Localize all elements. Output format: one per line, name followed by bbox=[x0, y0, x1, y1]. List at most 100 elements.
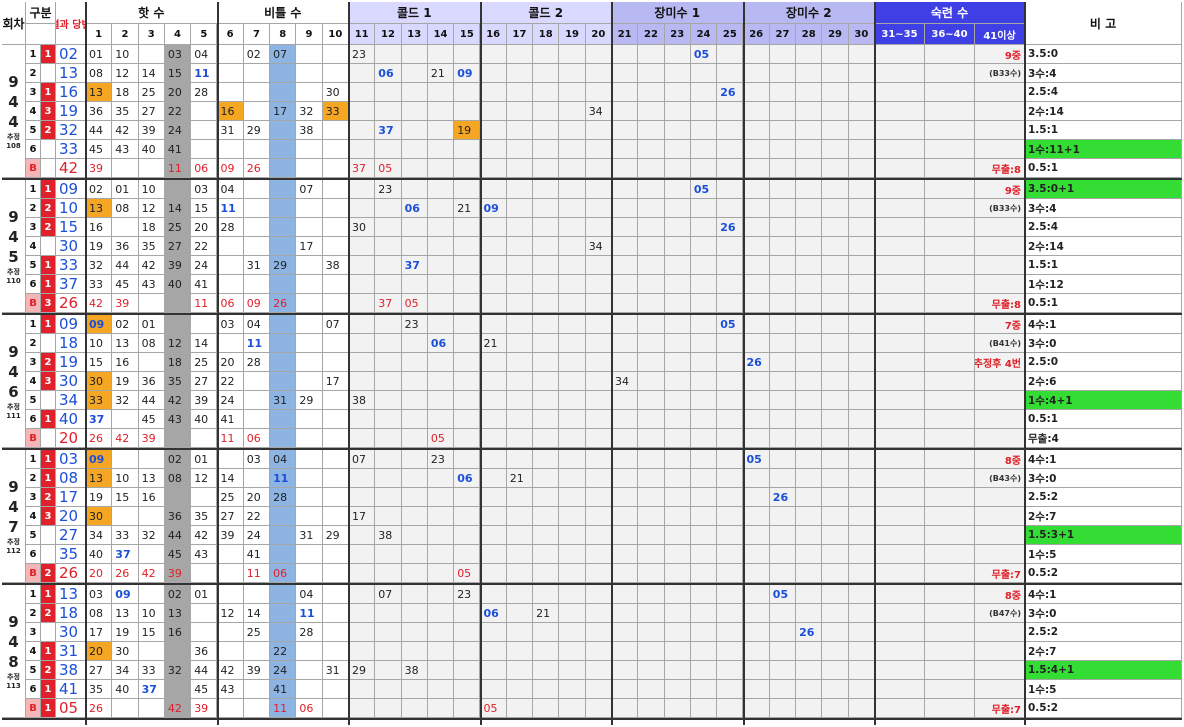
num-cell-17 bbox=[506, 256, 534, 275]
num-cell-20 bbox=[585, 218, 612, 237]
num-cell-4 bbox=[164, 642, 192, 661]
num-cell-4: 32 bbox=[164, 661, 192, 680]
row-index: 4 bbox=[26, 102, 41, 121]
num-cell-12 bbox=[375, 275, 402, 294]
num-cell-1: 32 bbox=[86, 256, 113, 275]
block-separator bbox=[2, 583, 1182, 585]
num-cell-29 bbox=[822, 604, 849, 623]
num-cell-15 bbox=[454, 140, 481, 159]
num-cell-23 bbox=[664, 275, 691, 294]
group-separator bbox=[348, 2, 350, 725]
num-cell-3 bbox=[138, 545, 165, 564]
num-cell-16 bbox=[480, 623, 507, 642]
num-cell-15 bbox=[454, 410, 481, 429]
num-cell-13 bbox=[401, 469, 428, 488]
num-cell-24 bbox=[690, 642, 718, 661]
num-cell-5: 40 bbox=[191, 410, 218, 429]
num-cell-12 bbox=[375, 680, 402, 699]
num-cell-28 bbox=[796, 488, 823, 507]
num-cell-11 bbox=[349, 604, 376, 623]
range-cell bbox=[925, 564, 975, 583]
num-cell-12 bbox=[375, 372, 402, 391]
note-cell: 2.5:0 bbox=[1025, 353, 1182, 372]
num-cell-24 bbox=[690, 450, 718, 469]
num-cell-14 bbox=[427, 83, 455, 102]
row-index: 4 bbox=[26, 642, 41, 661]
num-cell-16 bbox=[480, 159, 507, 178]
num-cell-28 bbox=[796, 526, 823, 545]
num-cell-13 bbox=[401, 410, 428, 429]
num-cell-27 bbox=[769, 294, 797, 313]
num-cell-26 bbox=[743, 488, 770, 507]
num-cell-7: 04 bbox=[243, 315, 271, 334]
num-cell-13 bbox=[401, 334, 428, 353]
num-cell-1: 13 bbox=[86, 469, 113, 488]
num-cell-17 bbox=[506, 275, 534, 294]
num-cell-22 bbox=[638, 410, 665, 429]
num-cell-13: 05 bbox=[401, 294, 428, 313]
round-digit: 4 bbox=[8, 113, 19, 131]
result-number: 02 bbox=[56, 45, 86, 64]
num-cell-26 bbox=[743, 699, 770, 718]
num-cell-22 bbox=[638, 140, 665, 159]
num-cell-3: 10 bbox=[138, 180, 165, 199]
range-cell bbox=[975, 275, 1025, 294]
num-cell-13 bbox=[401, 623, 428, 642]
num-cell-24 bbox=[690, 469, 718, 488]
num-cell-10 bbox=[322, 410, 349, 429]
range-cell bbox=[875, 121, 925, 140]
num-cell-15 bbox=[454, 604, 481, 623]
round-digit: 4 bbox=[8, 228, 19, 246]
num-cell-1: 35 bbox=[86, 680, 113, 699]
num-cell-9 bbox=[296, 564, 323, 583]
round-digit: 7 bbox=[8, 518, 19, 536]
num-cell-29 bbox=[822, 180, 849, 199]
result-number: 17 bbox=[56, 488, 86, 507]
num-cell-30 bbox=[848, 121, 875, 140]
num-cell-1: 08 bbox=[86, 64, 113, 83]
num-cell-6: 27 bbox=[217, 507, 244, 526]
num-cell-5: 14 bbox=[191, 334, 218, 353]
num-cell-15 bbox=[454, 699, 481, 718]
note-cell: 4수:1 bbox=[1025, 450, 1182, 469]
num-cell-3: 42 bbox=[138, 256, 165, 275]
num-cell-1: 36 bbox=[86, 102, 113, 121]
num-cell-14 bbox=[427, 526, 455, 545]
num-cell-12 bbox=[375, 429, 402, 448]
note-cell: 무출:4 bbox=[1025, 429, 1182, 448]
num-cell-14: 05 bbox=[427, 429, 455, 448]
num-cell-5: 06 bbox=[191, 159, 218, 178]
num-cell-19 bbox=[559, 410, 586, 429]
num-cell-29 bbox=[822, 218, 849, 237]
num-cell-14 bbox=[427, 218, 455, 237]
note-cell: 1.5:3+1 bbox=[1025, 526, 1182, 545]
num-cell-11 bbox=[349, 237, 376, 256]
range-cell bbox=[925, 275, 975, 294]
num-cell-18 bbox=[533, 121, 560, 140]
num-cell-14 bbox=[427, 545, 455, 564]
num-cell-23 bbox=[664, 315, 691, 334]
num-cell-27 bbox=[769, 642, 797, 661]
num-cell-11 bbox=[349, 256, 376, 275]
num-cell-9: 32 bbox=[296, 102, 323, 121]
header-num-8: 8 bbox=[270, 24, 297, 45]
num-cell-6: 04 bbox=[217, 180, 244, 199]
num-cell-2: 01 bbox=[112, 180, 139, 199]
range-cell bbox=[875, 507, 925, 526]
num-cell-12 bbox=[375, 237, 402, 256]
num-cell-10 bbox=[322, 45, 349, 64]
num-cell-7: 26 bbox=[243, 159, 271, 178]
num-cell-2: 19 bbox=[112, 372, 139, 391]
range-cell bbox=[925, 545, 975, 564]
num-cell-28 bbox=[796, 353, 823, 372]
num-cell-27 bbox=[769, 237, 797, 256]
num-cell-2: 34 bbox=[112, 661, 139, 680]
num-cell-7 bbox=[243, 140, 271, 159]
num-cell-28 bbox=[796, 391, 823, 410]
num-cell-16 bbox=[480, 507, 507, 526]
num-cell-8: 07 bbox=[270, 45, 297, 64]
num-cell-21 bbox=[612, 469, 639, 488]
row-split: 2 bbox=[41, 199, 56, 218]
num-cell-18 bbox=[533, 488, 560, 507]
num-cell-5: 12 bbox=[191, 469, 218, 488]
